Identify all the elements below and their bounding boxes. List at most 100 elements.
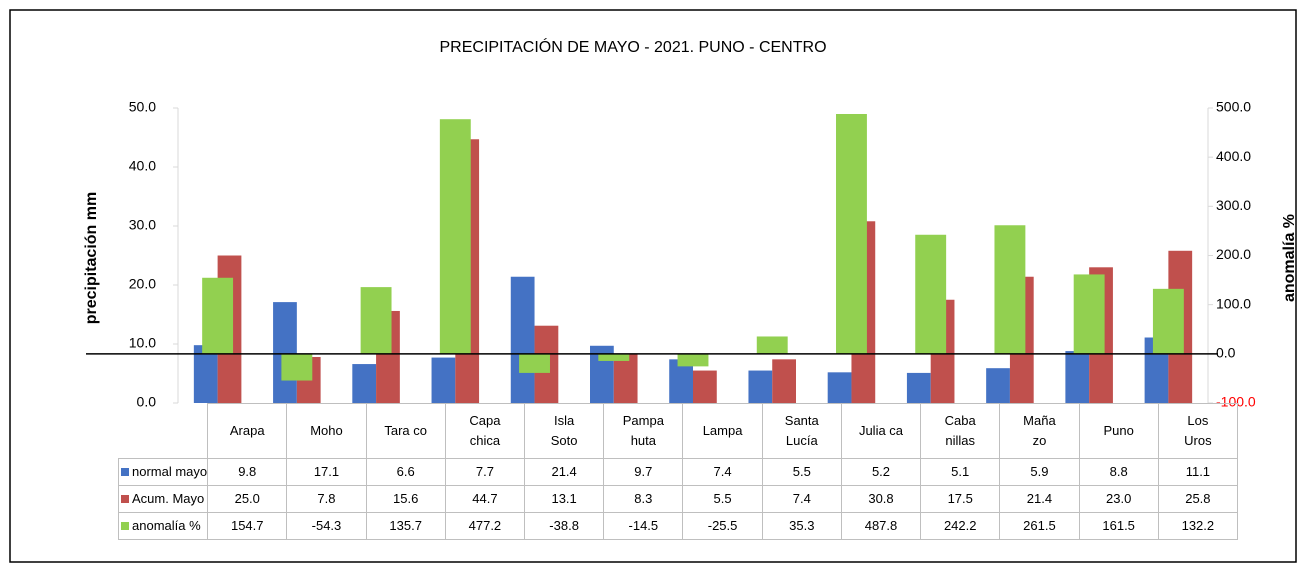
y2-tick-label: 0.0 [1216,345,1236,361]
table-value: 23.0 [1078,485,1159,513]
chart-border [9,9,1297,563]
table-value: 17.1 [286,458,367,486]
bar [994,225,1026,354]
table-value: 5.9 [999,458,1080,486]
table-value: 17.5 [920,485,1001,513]
table-corner [119,404,208,459]
category-label: Puno [1078,403,1159,459]
bar [598,353,630,361]
bar [431,357,456,403]
table-value: 21.4 [999,485,1080,513]
y2-tick-label: 300.0 [1216,197,1251,213]
table-value: 44.7 [444,485,526,513]
category-label: Lampa [682,403,763,459]
table-value: -14.5 [603,512,684,540]
legend-entry: Acum. Mayo [117,485,209,513]
bar [748,370,773,403]
table-value: 21.4 [524,458,605,486]
table-value: 6.6 [365,458,446,486]
table-value: 15.6 [365,485,446,513]
table-value: 7.7 [444,458,526,486]
bar [1073,274,1105,354]
y-tick-label: 30.0 [129,217,156,233]
table-value: 154.7 [207,512,288,540]
bar [669,359,693,403]
table-value: 7.8 [286,485,367,513]
bar [202,277,234,354]
category-label: Santa Lucía [761,403,842,459]
table-value: 8.3 [603,485,684,513]
category-label: Caba nillas [920,403,1001,459]
y2-tick-label: 200.0 [1216,246,1251,262]
y-tick-label: 20.0 [129,276,156,292]
category-label: Maña zo [999,403,1080,459]
category-label: Capa chica [444,403,526,459]
y-tick-label: 10.0 [129,335,156,351]
legend-label: anomalía % [132,518,201,533]
table-value: 7.4 [761,485,842,513]
legend-entry: normal mayo [117,458,209,486]
table-value: 35.3 [761,512,842,540]
bar [836,113,867,354]
bar [1065,351,1090,403]
table-value: 11.1 [1157,458,1238,486]
table-value: -54.3 [286,512,367,540]
bar [352,364,377,403]
legend-swatch [121,495,129,503]
bar [519,353,550,373]
table-value: 242.2 [920,512,1001,540]
bar [613,354,638,403]
table-value: 5.5 [682,485,763,513]
y2-tick-label: 400.0 [1216,148,1251,164]
bar [273,302,297,403]
bar [915,234,947,354]
category-label: Moho [286,403,367,459]
table-value: 30.8 [840,485,922,513]
bar [693,370,717,403]
bar [756,336,788,354]
table-value: -38.8 [524,512,605,540]
table-value: 9.7 [603,458,684,486]
bar [827,372,852,403]
bar [281,353,313,381]
table-value: 161.5 [1078,512,1159,540]
bar [1152,288,1184,354]
category-label: Arapa [207,403,288,459]
category-label: Los Uros [1157,403,1238,459]
y2-tick-label: 100.0 [1216,295,1251,311]
bar [193,345,218,403]
bar [677,353,709,367]
table-value: 132.2 [1157,512,1238,540]
table-value: 13.1 [524,485,605,513]
y-tick-label: 0.0 [137,394,157,410]
bar [906,372,931,403]
category-label: Pampa huta [603,403,684,459]
table-value: 8.8 [1078,458,1159,486]
table-value: 477.2 [444,512,526,540]
y-tick-label: 50.0 [129,99,156,115]
chart-title: PRECIPITACIÓN DE MAYO - 2021. PUNO - CEN… [439,37,826,56]
table-value: 25.8 [1157,485,1238,513]
bar [986,368,1010,403]
table-value: 9.8 [207,458,288,486]
table-value: 5.1 [920,458,1001,486]
legend-label: normal mayo [132,464,208,479]
bar [772,359,796,403]
y2-tick-label: 500.0 [1216,99,1251,115]
bar [510,276,535,403]
legend-swatch [121,468,129,476]
bar [360,287,392,354]
category-label: Isla Soto [524,403,605,459]
y-axis-title: precipitación mm [83,192,100,324]
y2-axis-title: anomalía % [1281,214,1298,302]
table-value: 5.5 [761,458,842,486]
legend-swatch [121,522,129,530]
table-value: -25.5 [682,512,763,540]
legend-label: Acum. Mayo [132,491,205,506]
table-value: 25.0 [207,485,288,513]
table-value: 7.4 [682,458,763,486]
y-tick-label: 40.0 [129,158,156,174]
category-label: Tara co [365,403,446,459]
